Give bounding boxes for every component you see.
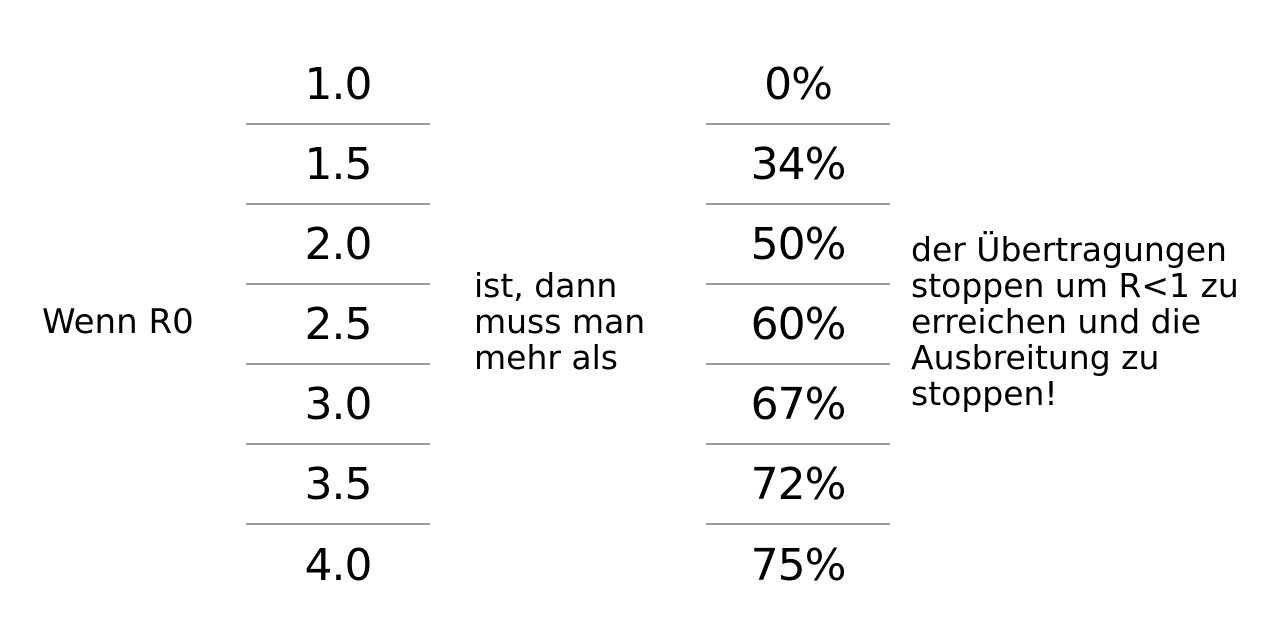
percent-value: 67% — [706, 365, 890, 445]
r0-value: 3.0 — [246, 365, 430, 445]
r0-values-column: 1.0 1.5 2.0 2.5 3.0 3.5 4.0 — [246, 45, 430, 605]
middle-text-line: mehr als — [474, 338, 619, 377]
percent-value: 60% — [706, 285, 890, 365]
conclusion-line: stoppen! — [911, 374, 1058, 413]
percent-values-column: 0% 34% 50% 60% 67% 72% 75% — [706, 45, 890, 605]
conclusion-text: der Übertragungen stoppen um R<1 zu erre… — [911, 232, 1271, 412]
percent-value: 34% — [706, 125, 890, 205]
r0-value: 3.5 — [246, 445, 430, 525]
conclusion-line: erreichen und die — [911, 302, 1202, 341]
r0-value: 2.5 — [246, 285, 430, 365]
percent-value: 50% — [706, 205, 890, 285]
r0-value: 1.5 — [246, 125, 430, 205]
conclusion-line: stoppen um R<1 zu — [911, 266, 1239, 305]
middle-text-line: ist, dann — [474, 266, 618, 305]
percent-value: 75% — [750, 539, 847, 591]
r0-value: 4.0 — [304, 539, 373, 591]
middle-text: ist, dann muss man mehr als — [474, 268, 674, 376]
percent-value: 0% — [706, 45, 890, 125]
r0-value: 2.0 — [246, 205, 430, 285]
middle-text-line: muss man — [474, 302, 646, 341]
r0-value: 1.0 — [246, 45, 430, 125]
intro-label: Wenn R0 — [42, 302, 194, 342]
conclusion-line: Ausbreitung zu — [911, 338, 1160, 377]
percent-value: 72% — [706, 445, 890, 525]
conclusion-line: der Übertragungen — [911, 230, 1227, 269]
